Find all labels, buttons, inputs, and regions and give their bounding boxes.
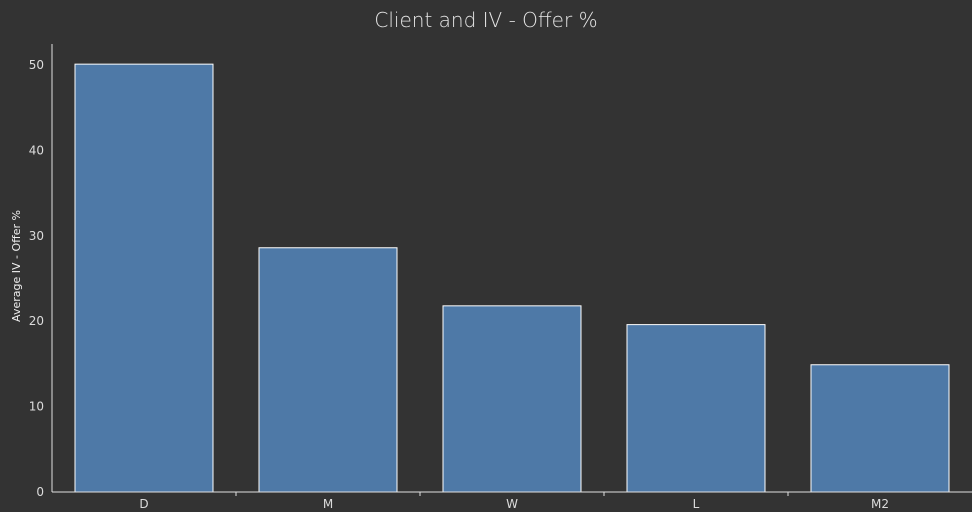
chart-title: Client and IV - Offer % xyxy=(374,8,597,32)
x-tick-label: L xyxy=(693,497,700,511)
y-tick-label: 10 xyxy=(29,400,44,414)
y-axis: 0 10 20 30 40 50 xyxy=(29,58,44,499)
y-tick-label: 20 xyxy=(29,314,44,328)
bar-d[interactable] xyxy=(74,63,214,493)
y-tick-label: 40 xyxy=(29,143,44,157)
x-tick-label: M xyxy=(323,497,333,511)
x-tick-label: M2 xyxy=(871,497,889,511)
y-axis-label: Average IV - Offer % xyxy=(10,210,23,322)
y-tick-label: 30 xyxy=(29,229,44,243)
x-tick-label: D xyxy=(139,497,148,511)
bar-w[interactable] xyxy=(442,305,582,493)
x-tick-label: W xyxy=(506,497,518,511)
y-tick-label: 50 xyxy=(29,58,44,72)
y-tick-label: 0 xyxy=(36,485,44,499)
bars xyxy=(74,63,950,493)
x-axis: D M W L M2 xyxy=(139,492,889,511)
bar-m[interactable] xyxy=(258,247,398,493)
bar-l[interactable] xyxy=(626,324,766,493)
bar-m2[interactable] xyxy=(810,364,950,493)
